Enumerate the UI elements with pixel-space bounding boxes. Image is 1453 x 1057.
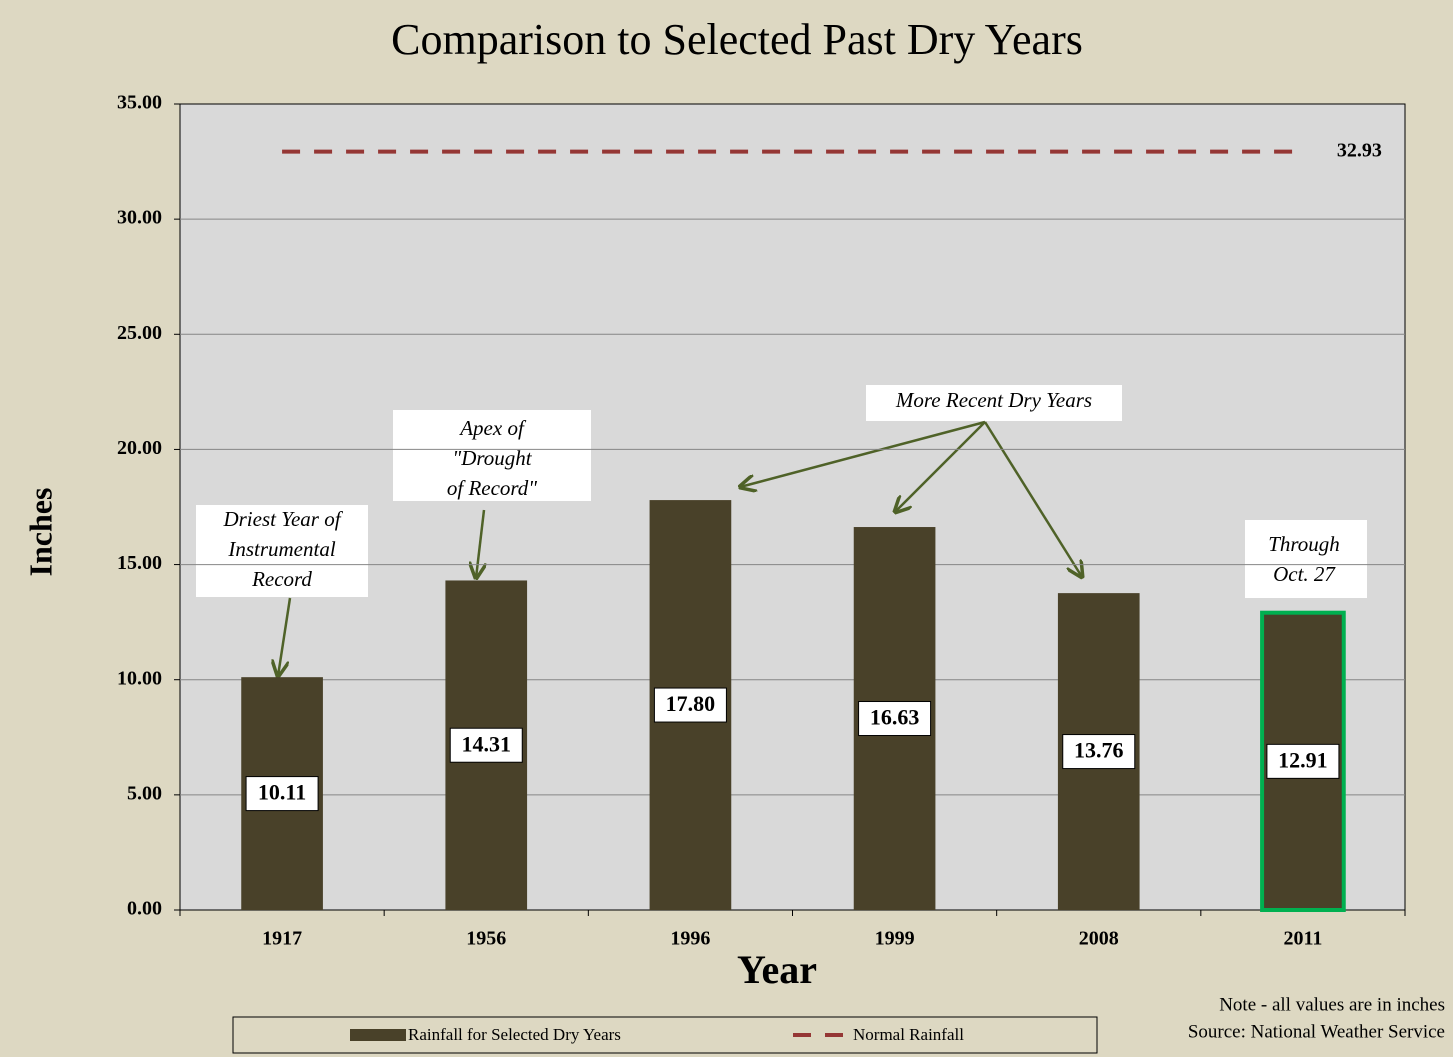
annotation: Record: [251, 567, 312, 591]
y-tick-label: 10.00: [117, 667, 162, 689]
y-tick-label: 25.00: [117, 322, 162, 344]
y-tick-label: 35.00: [117, 92, 162, 114]
x-tick-label: 1996: [670, 928, 710, 950]
annotation: "Drought: [452, 446, 532, 470]
y-axis-label: Inches: [22, 488, 58, 577]
x-axis-label: Year: [737, 947, 817, 992]
legend-swatch: [350, 1029, 406, 1041]
data-label: 17.80: [666, 691, 716, 716]
chart-title: Comparison to Selected Past Dry Years: [391, 15, 1083, 64]
data-label-box: [653, 687, 727, 723]
legend-label: Normal Rainfall: [853, 1025, 964, 1044]
y-tick-label: 0.00: [127, 898, 162, 920]
y-tick-label: 30.00: [117, 207, 162, 229]
x-tick-label: 1956: [466, 928, 506, 950]
data-label-box: [1266, 743, 1340, 779]
data-label: 13.76: [1074, 738, 1124, 763]
annotation: Instrumental: [227, 537, 335, 561]
annotation: of Record": [447, 476, 537, 500]
x-tick-label: 1999: [875, 928, 915, 950]
annotation-boxes: [196, 385, 1367, 598]
data-label: 16.63: [870, 705, 920, 730]
y-tick-label: 5.00: [127, 782, 162, 804]
data-label: 14.31: [462, 731, 512, 756]
x-tick-label: 1917: [262, 928, 302, 950]
note: Source: National Weather Service: [1188, 1021, 1445, 1042]
y-tick-label: 20.00: [117, 437, 162, 459]
annotation-box: [1245, 520, 1367, 598]
arrow: [476, 509, 484, 578]
data-label-box: [449, 727, 523, 763]
annotation-box: [866, 385, 1122, 421]
annotation: Oct. 27: [1273, 562, 1336, 586]
x-tick-label: 2011: [1283, 928, 1322, 950]
legend-label: Rainfall for Selected Dry Years: [408, 1025, 621, 1044]
arrow: [740, 420, 986, 487]
data-label: 10.11: [258, 780, 306, 805]
data-label-box: [858, 701, 932, 737]
data-label: 12.91: [1278, 747, 1328, 772]
plot-area: [179, 103, 1406, 911]
y-tick-label: 15.00: [117, 552, 162, 574]
data-label-box: [1062, 734, 1136, 770]
x-tick-label: 2008: [1079, 928, 1119, 950]
annotation-box: [393, 410, 591, 501]
annotation: Driest Year of: [222, 507, 343, 531]
arrow: [895, 421, 986, 512]
data-label-box: [245, 776, 319, 812]
arrows: [278, 420, 1082, 676]
arrow: [278, 597, 292, 676]
annotation-box: [196, 505, 368, 597]
data-label: 32.93: [1337, 139, 1382, 161]
annotation: Apex of: [458, 416, 527, 440]
annotation: More Recent Dry Years: [895, 388, 1092, 412]
note: Note - all values are in inches: [1219, 994, 1445, 1015]
arrow: [983, 421, 1082, 577]
annotation: Through: [1268, 532, 1340, 556]
